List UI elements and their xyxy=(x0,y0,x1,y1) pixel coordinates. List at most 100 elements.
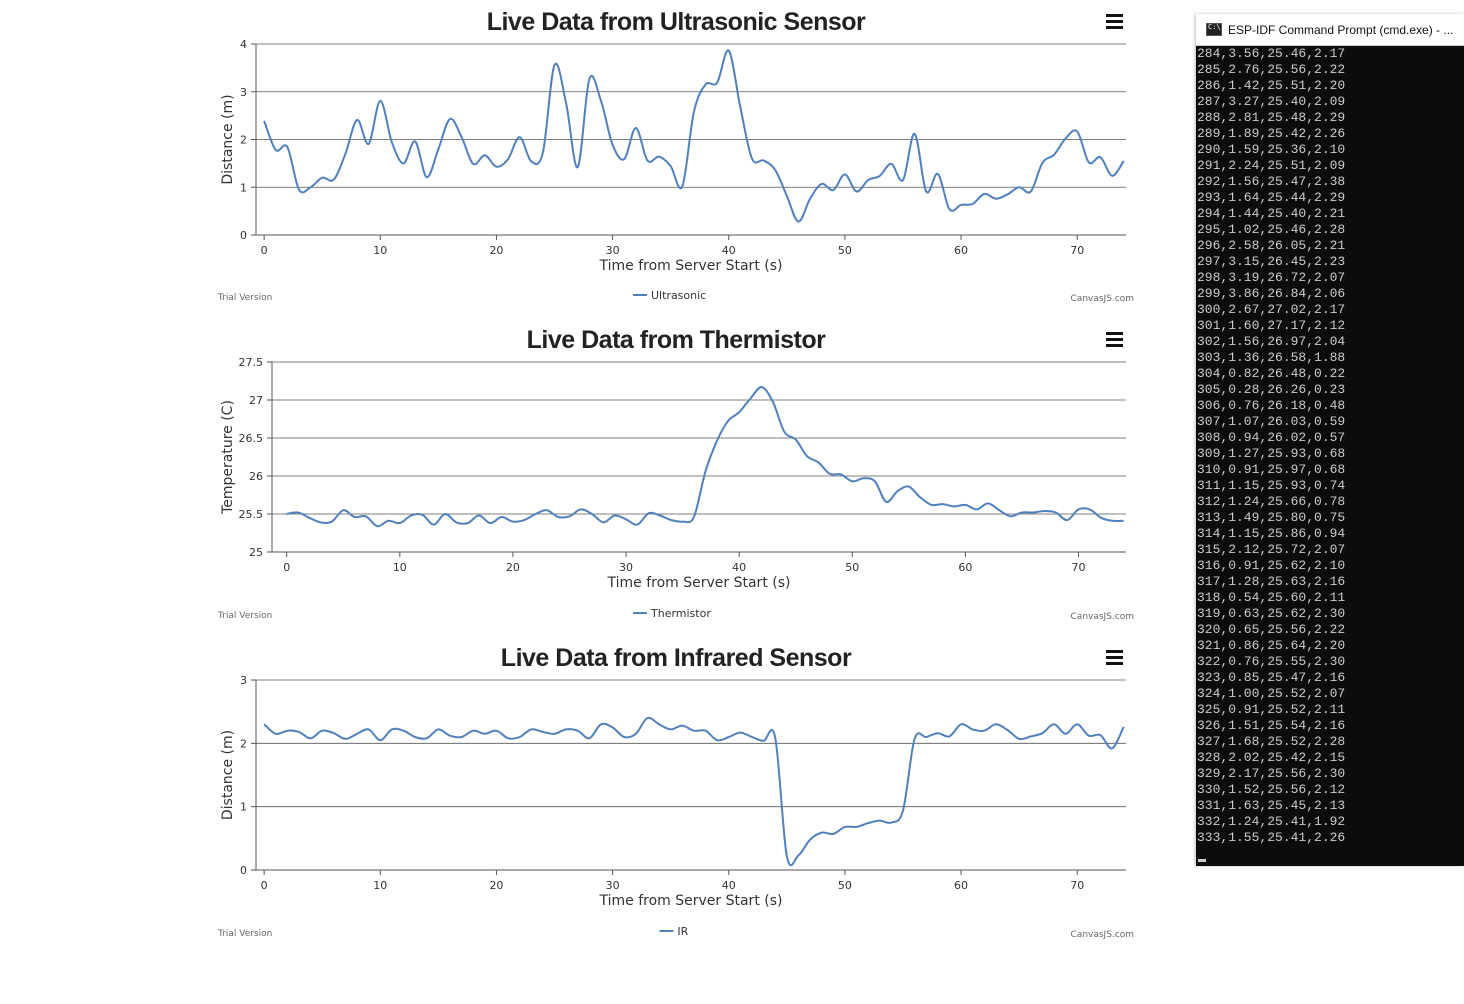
data-point xyxy=(1098,733,1103,738)
data-point xyxy=(1110,518,1115,523)
data-point xyxy=(714,439,719,444)
legend-label: Thermistor xyxy=(650,607,711,620)
console-cursor xyxy=(1198,859,1206,862)
chart-title: Live Data from Infrared Sensor xyxy=(501,644,852,672)
data-point xyxy=(567,514,572,519)
console-line: 304,0.82,26.48,0.22 xyxy=(1197,366,1346,381)
data-point xyxy=(839,472,844,477)
command-prompt-window[interactable]: ESP-IDF Command Prompt (cmd.exe) - ... 2… xyxy=(1196,14,1464,866)
x-tick-label: 70 xyxy=(1070,244,1084,257)
data-point xyxy=(658,513,663,518)
y-tick-label: 27 xyxy=(249,394,263,407)
data-point xyxy=(587,736,592,741)
data-point xyxy=(355,117,360,122)
data-point xyxy=(633,126,638,131)
console-line: 287,3.27,25.40,2.09 xyxy=(1197,94,1346,109)
data-point xyxy=(952,504,957,509)
series-line-ultrasonic xyxy=(263,49,1125,223)
x-tick-label: 50 xyxy=(845,561,859,574)
data-point xyxy=(544,508,549,513)
data-point xyxy=(499,515,504,520)
data-point xyxy=(343,736,348,741)
data-point xyxy=(877,173,882,178)
data-point xyxy=(963,502,968,507)
data-point xyxy=(1121,159,1126,164)
data-point xyxy=(784,854,789,859)
data-point xyxy=(842,172,847,177)
data-point xyxy=(737,410,742,415)
console-line: 291,2.24,25.51,2.09 xyxy=(1197,158,1346,173)
data-point xyxy=(645,158,650,163)
data-point xyxy=(494,164,499,169)
console-line: 332,1.24,25.41,1.92 xyxy=(1197,814,1346,829)
data-point xyxy=(378,738,383,743)
data-point xyxy=(413,139,418,144)
data-point xyxy=(522,518,527,523)
data-point xyxy=(424,736,429,741)
console-line: 301,1.60,27.17,2.12 xyxy=(1197,318,1346,333)
console-line: 321,0.86,25.64,2.20 xyxy=(1197,638,1346,653)
console-line: 319,0.63,25.62,2.30 xyxy=(1197,606,1346,621)
chart-menu-icon[interactable] xyxy=(1106,650,1123,665)
data-point xyxy=(622,157,627,162)
console-line: 288,2.81,25.48,2.29 xyxy=(1197,110,1346,125)
data-point xyxy=(1040,160,1045,165)
x-tick-label: 0 xyxy=(283,561,290,574)
data-point xyxy=(680,184,685,189)
data-point xyxy=(748,396,753,401)
data-point xyxy=(471,161,476,166)
data-point xyxy=(993,722,998,727)
data-point xyxy=(796,219,801,224)
data-point xyxy=(657,722,662,727)
data-point xyxy=(842,824,847,829)
x-tick-label: 50 xyxy=(838,244,852,257)
data-point xyxy=(343,151,348,156)
y-tick-label: 1 xyxy=(240,181,247,194)
data-point xyxy=(329,519,334,524)
data-point xyxy=(575,165,580,170)
data-point xyxy=(610,142,615,147)
console-line: 290,1.59,25.36,2.10 xyxy=(1197,142,1346,157)
data-point xyxy=(517,735,522,740)
y-tick-label: 2 xyxy=(240,134,247,147)
data-point xyxy=(1063,731,1068,736)
y-tick-label: 26 xyxy=(249,470,263,483)
console-line: 292,1.56,25.47,2.38 xyxy=(1197,174,1346,189)
data-point xyxy=(355,731,360,736)
data-point xyxy=(477,513,482,518)
x-tick-label: 40 xyxy=(722,879,736,892)
data-point xyxy=(635,522,640,527)
data-point xyxy=(436,147,441,152)
data-point xyxy=(297,187,302,192)
x-tick-label: 70 xyxy=(1071,561,1085,574)
data-point xyxy=(436,727,441,732)
console-line: 300,2.67,27.02,2.17 xyxy=(1197,302,1346,317)
console-output: 284,3.56,25.46,2.17 285,2.76,25.56,2.22 28… xyxy=(1196,46,1464,846)
data-point xyxy=(599,98,604,103)
data-point xyxy=(552,731,557,736)
chart-menu-icon[interactable] xyxy=(1106,14,1123,29)
data-point xyxy=(726,735,731,740)
data-point xyxy=(924,735,929,740)
data-point xyxy=(331,731,336,736)
window-titlebar[interactable]: ESP-IDF Command Prompt (cmd.exe) - ... xyxy=(1196,14,1464,46)
chart-menu-icon[interactable] xyxy=(1106,332,1123,347)
data-point xyxy=(935,731,940,736)
data-point xyxy=(827,471,832,476)
data-point xyxy=(703,728,708,733)
data-point xyxy=(1086,733,1091,738)
data-point xyxy=(285,145,290,150)
data-point xyxy=(1005,192,1010,197)
console-line: 296,2.58,26.05,2.21 xyxy=(1197,238,1346,253)
data-point xyxy=(488,521,493,526)
data-point xyxy=(389,140,394,145)
data-point xyxy=(296,510,301,515)
data-point xyxy=(529,727,534,732)
data-point xyxy=(610,725,615,730)
data-point xyxy=(884,499,889,504)
data-point xyxy=(918,495,923,500)
data-point xyxy=(970,727,975,732)
console-line: 324,1.00,25.52,2.07 xyxy=(1197,686,1346,701)
chart-title: Live Data from Ultrasonic Sensor xyxy=(487,8,866,36)
data-point xyxy=(482,153,487,158)
